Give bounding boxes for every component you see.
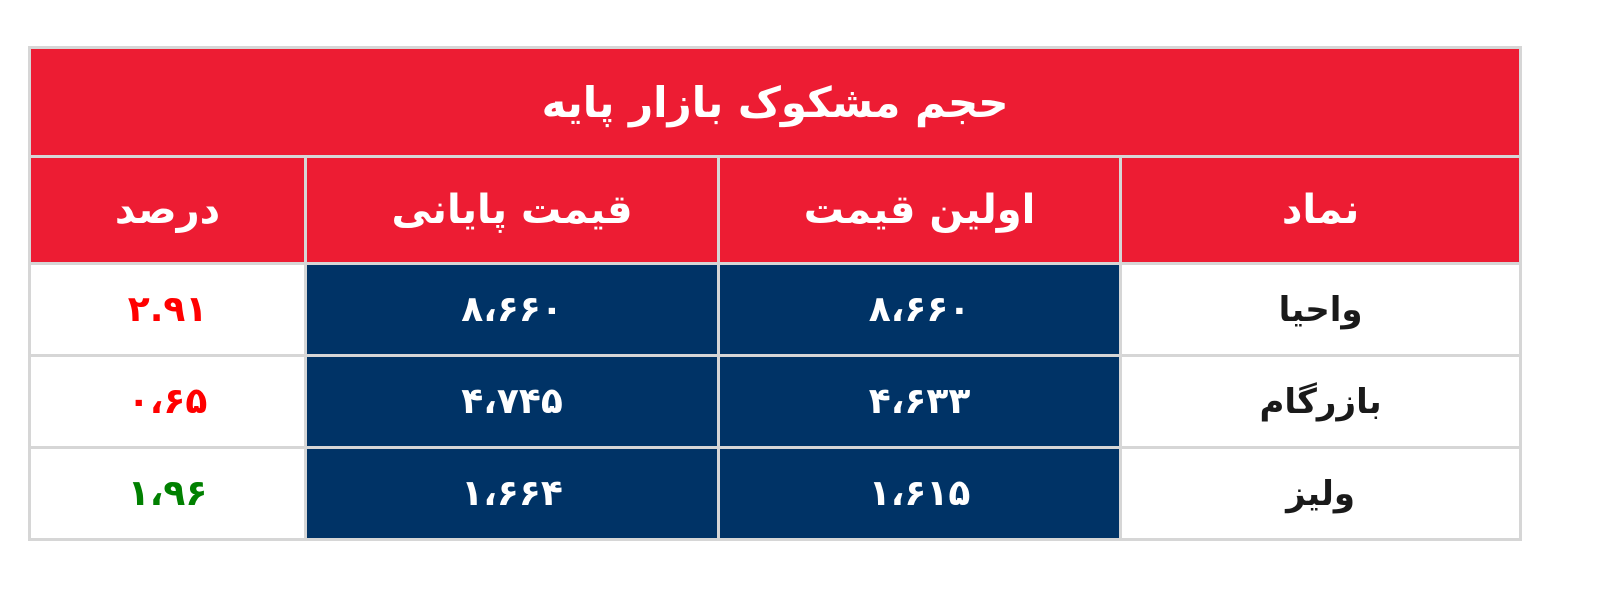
percent-cell: ۰،۶۵ bbox=[27, 354, 308, 449]
first-price-cell: ۸،۶۶۰ bbox=[717, 262, 1123, 357]
percent-cell: ۲.۹۱ bbox=[27, 262, 308, 357]
symbol-cell: ولیز bbox=[1119, 446, 1523, 541]
first-price-cell: ۴،۶۳۳ bbox=[717, 354, 1123, 449]
table-title: حجم مشکوک بازار پایه bbox=[27, 46, 1523, 158]
header-percent: درصد bbox=[27, 155, 308, 265]
header-symbol: نماد bbox=[1119, 155, 1523, 265]
table-row: ولیز ۱،۶۱۵ ۱،۶۶۴ ۱،۹۶ bbox=[27, 446, 1523, 541]
header-first-price: اولین قیمت bbox=[717, 155, 1123, 265]
symbol-cell: واحیا bbox=[1119, 262, 1523, 357]
final-price-cell: ۴،۷۴۵ bbox=[304, 354, 721, 449]
symbol-cell: بازرگام bbox=[1119, 354, 1523, 449]
first-price-cell: ۱،۶۱۵ bbox=[717, 446, 1123, 541]
suspicious-volume-table: حجم مشکوک بازار پایه نماد اولین قیمت قیم… bbox=[27, 46, 1523, 541]
header-final-price: قیمت پایانی bbox=[304, 155, 721, 265]
final-price-cell: ۱،۶۶۴ bbox=[304, 446, 721, 541]
percent-cell: ۱،۹۶ bbox=[27, 446, 308, 541]
table-row: بازرگام ۴،۶۳۳ ۴،۷۴۵ ۰،۶۵ bbox=[27, 354, 1523, 449]
final-price-cell: ۸،۶۶۰ bbox=[304, 262, 721, 357]
table-row: واحیا ۸،۶۶۰ ۸،۶۶۰ ۲.۹۱ bbox=[27, 262, 1523, 357]
